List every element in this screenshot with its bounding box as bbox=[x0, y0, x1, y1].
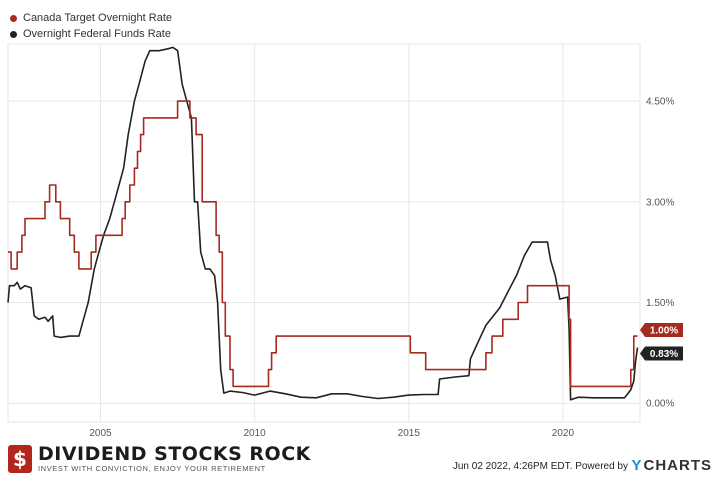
dollar-logo-icon: $ bbox=[8, 444, 32, 473]
legend: Canada Target Overnight Rate Overnight F… bbox=[10, 10, 172, 42]
end-label-tag bbox=[640, 346, 683, 361]
axis-ticks: 0.00% 1.50% 3.00% 4.50% 2005 2010 2015 2020 bbox=[89, 97, 674, 439]
legend-item-fed: Overnight Federal Funds Rate bbox=[10, 26, 172, 42]
chart: 0.00% 1.50% 3.00% 4.50% 2005 2010 2015 2020 1.0… bbox=[7, 43, 683, 439]
legend-marker-fed bbox=[10, 30, 17, 38]
x-tick-label: 2020 bbox=[552, 428, 575, 439]
series-line-fed bbox=[7, 46, 639, 401]
legend-label-canada: Canada Target Overnight Rate bbox=[23, 12, 172, 24]
y-tick-label: 4.50% bbox=[646, 97, 674, 108]
powered-by-label: Powered by bbox=[575, 461, 628, 472]
footer: $ DIVIDEND STOCKS ROCK INVEST WITH CONVI… bbox=[0, 440, 720, 479]
end-label-canada: 1.00% bbox=[640, 323, 683, 338]
timestamp: Jun 02 2022, 4:26PM EDT. bbox=[452, 461, 573, 472]
series-line-canada bbox=[8, 100, 638, 388]
ycharts-name: CHARTS bbox=[643, 457, 712, 474]
legend-item-canada: Canada Target Overnight Rate bbox=[10, 10, 172, 26]
legend-label-fed: Overnight Federal Funds Rate bbox=[23, 28, 171, 40]
logo-name: DIVIDEND STOCKS ROCK bbox=[38, 443, 311, 465]
y-tick-label: 3.00% bbox=[646, 197, 674, 208]
logo-tagline: INVEST WITH CONVICTION, ENJOY YOUR RETIR… bbox=[38, 464, 266, 473]
legend-marker-canada bbox=[10, 14, 17, 22]
logo-text: DIVIDEND STOCKS ROCK INVEST WITH CONVICT… bbox=[38, 444, 311, 473]
x-tick-label: 2010 bbox=[244, 428, 267, 439]
end-label-fed: 0.83% bbox=[640, 346, 683, 361]
dsr-logo[interactable]: $ DIVIDEND STOCKS ROCK INVEST WITH CONVI… bbox=[8, 444, 311, 473]
plot-area bbox=[7, 43, 641, 423]
end-label-text: 1.00% bbox=[650, 326, 678, 337]
timestamp-powered-by: Jun 02 2022, 4:26PM EDT. Powered by bbox=[453, 461, 628, 472]
series-layer bbox=[7, 46, 639, 401]
end-labels: 1.00% 0.83% bbox=[640, 323, 683, 361]
grid bbox=[8, 44, 640, 422]
end-label-text: 0.83% bbox=[650, 349, 678, 360]
x-tick-label: 2015 bbox=[398, 428, 421, 439]
ycharts-logo[interactable]: Y CHARTS bbox=[631, 457, 712, 474]
y-tick-label: 0.00% bbox=[646, 399, 674, 410]
ycharts-mark-icon: Y bbox=[631, 457, 643, 474]
y-tick-label: 1.50% bbox=[646, 298, 674, 309]
end-label-tag bbox=[640, 323, 683, 338]
x-tick-label: 2005 bbox=[89, 428, 112, 439]
